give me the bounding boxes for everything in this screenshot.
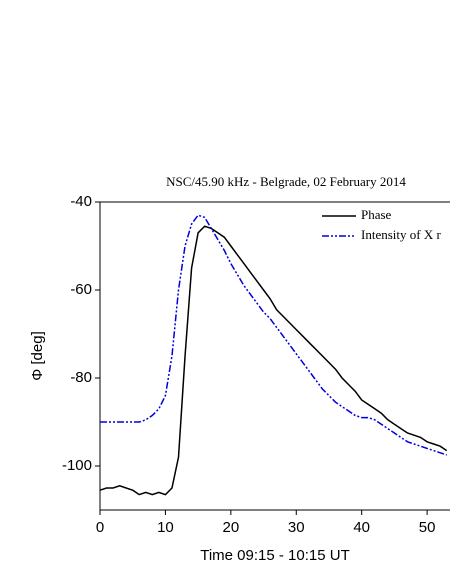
x-tick-label: 20 <box>222 519 239 536</box>
y-tick-label: -40 <box>70 193 92 210</box>
y-tick-label: -80 <box>70 369 92 386</box>
x-tick-label: 0 <box>96 519 104 536</box>
x-tick-label: 30 <box>288 519 305 536</box>
axes-frame <box>99 201 450 511</box>
legend-label: Intensity of X r <box>361 227 441 242</box>
x-tick-label: 10 <box>157 519 174 536</box>
y-tick-label: -100 <box>62 457 92 474</box>
y-axis-label: Φ [deg] <box>29 331 46 381</box>
x-axis-label: Time 09:15 - 10:15 UT <box>200 547 350 564</box>
x-tick-label: 50 <box>419 519 436 536</box>
data-line <box>100 214 447 456</box>
chart-title: NSC/45.90 kHz - Belgrade, 02 February 20… <box>166 174 406 189</box>
legend-label: Phase <box>361 207 392 222</box>
data-line <box>99 225 448 496</box>
x-tick-label: 40 <box>353 519 370 536</box>
y-tick-label: -60 <box>70 281 92 298</box>
